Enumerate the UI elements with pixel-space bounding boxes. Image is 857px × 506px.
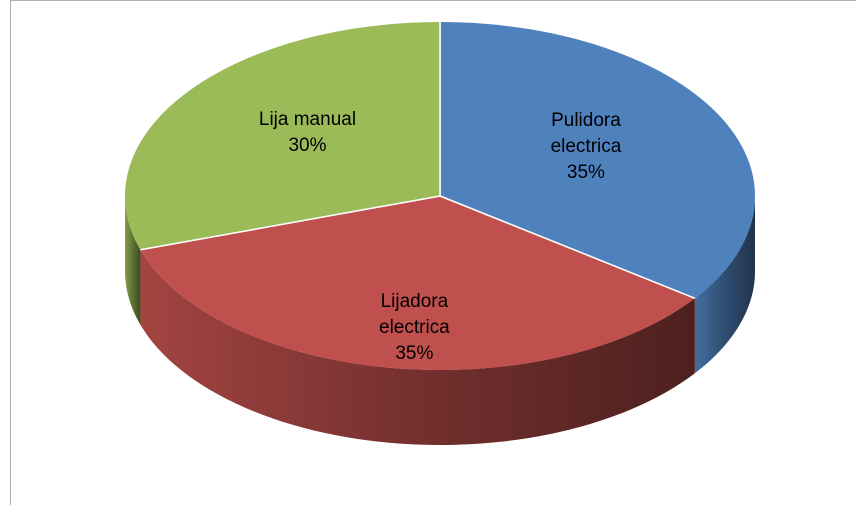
value-label: 30% (288, 134, 327, 156)
data-label: Lija manual 30% (251, 107, 363, 159)
pie-slice (440, 22, 755, 299)
data-label: Lijadora electrica 35% (358, 289, 470, 367)
value-label: 35% (566, 162, 605, 184)
pie-slice (140, 196, 695, 370)
chart-border (10, 0, 856, 505)
value-label: 35% (395, 342, 434, 364)
data-label: Pulidora electrica 35% (530, 108, 642, 186)
category-label: Lijadora electrica (379, 290, 450, 338)
slice-edge (140, 195, 441, 251)
pie-slice-side-shade (140, 249, 695, 445)
slice-edge (439, 195, 696, 299)
pie-slice-side-shade (694, 196, 755, 374)
pie-slice (125, 22, 440, 250)
pie-slice-side-shade (125, 196, 141, 325)
category-label: Lija manual (258, 108, 357, 130)
category-label: Pulidora electrica (550, 110, 622, 158)
